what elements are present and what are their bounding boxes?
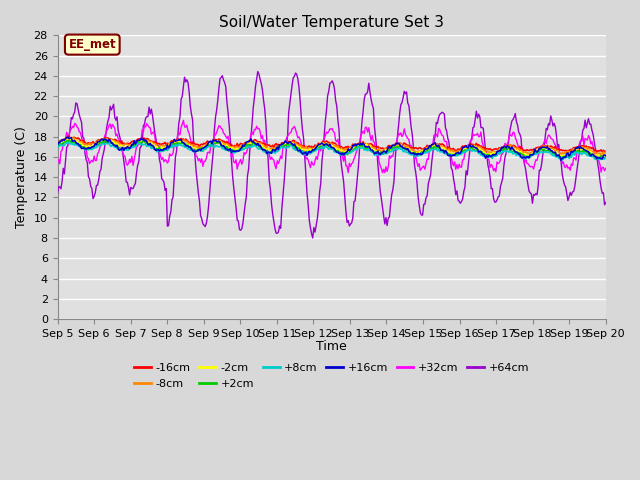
-16cm [225, 141, 233, 146]
-8cm [362, 143, 369, 148]
+64cm [309, 235, 317, 241]
Line: +2cm: +2cm [58, 140, 605, 158]
+64cm [459, 196, 467, 202]
+8cm [65, 139, 73, 145]
+16cm [286, 139, 294, 144]
Legend: -16cm, -8cm, -2cm, +2cm, +8cm, +16cm, +32cm, +64cm: -16cm, -8cm, -2cm, +2cm, +8cm, +16cm, +3… [130, 359, 533, 393]
-2cm [225, 144, 233, 150]
+8cm [362, 146, 369, 152]
-2cm [362, 142, 369, 148]
-2cm [67, 136, 74, 142]
-16cm [54, 140, 61, 146]
-8cm [458, 146, 465, 152]
+16cm [362, 144, 369, 150]
-2cm [597, 155, 605, 160]
Line: +16cm: +16cm [58, 137, 605, 160]
+8cm [458, 151, 465, 156]
Text: EE_met: EE_met [68, 38, 116, 51]
-2cm [458, 147, 465, 153]
-8cm [552, 147, 560, 153]
-8cm [602, 149, 609, 155]
+8cm [225, 148, 233, 154]
+16cm [602, 153, 609, 158]
-16cm [458, 145, 465, 151]
+32cm [389, 154, 397, 159]
Title: Soil/Water Temperature Set 3: Soil/Water Temperature Set 3 [219, 15, 444, 30]
+32cm [459, 157, 467, 163]
Line: -2cm: -2cm [58, 139, 605, 157]
-16cm [362, 141, 369, 146]
Line: -8cm: -8cm [58, 137, 605, 156]
-8cm [597, 153, 605, 158]
-8cm [388, 144, 396, 150]
+16cm [557, 157, 565, 163]
+2cm [225, 148, 233, 154]
+32cm [225, 144, 233, 149]
-16cm [552, 146, 560, 152]
-2cm [552, 149, 560, 155]
Line: +8cm: +8cm [58, 142, 605, 160]
+32cm [362, 124, 369, 130]
+8cm [388, 148, 396, 154]
X-axis label: Time: Time [316, 340, 347, 353]
Y-axis label: Temperature (C): Temperature (C) [15, 126, 28, 228]
+32cm [180, 118, 188, 123]
-16cm [598, 149, 606, 155]
+8cm [552, 154, 560, 160]
+2cm [602, 154, 609, 160]
+8cm [602, 154, 609, 160]
+64cm [389, 187, 397, 192]
-16cm [65, 133, 73, 139]
+8cm [286, 143, 294, 149]
-8cm [70, 134, 77, 140]
+32cm [554, 144, 561, 150]
+16cm [54, 142, 61, 148]
+2cm [388, 146, 396, 152]
+64cm [363, 91, 371, 97]
+16cm [388, 144, 396, 150]
+16cm [225, 147, 233, 153]
+64cm [54, 191, 61, 196]
+64cm [602, 200, 609, 205]
+32cm [54, 160, 61, 166]
+8cm [558, 157, 566, 163]
+64cm [554, 145, 561, 151]
+64cm [286, 100, 294, 106]
+2cm [286, 142, 294, 148]
+16cm [458, 148, 465, 154]
+2cm [593, 156, 600, 161]
-16cm [602, 149, 609, 155]
+64cm [254, 69, 262, 74]
+2cm [552, 153, 560, 158]
+2cm [458, 149, 465, 155]
Line: -16cm: -16cm [58, 136, 605, 152]
+32cm [286, 130, 294, 136]
+16cm [64, 134, 72, 140]
Line: +32cm: +32cm [58, 120, 605, 173]
-2cm [388, 144, 396, 150]
Line: +64cm: +64cm [58, 72, 605, 238]
+2cm [54, 144, 61, 150]
-2cm [286, 141, 294, 146]
-8cm [225, 143, 233, 149]
+16cm [552, 153, 560, 158]
+2cm [362, 145, 369, 151]
-16cm [286, 139, 294, 144]
-8cm [54, 142, 61, 147]
-2cm [54, 142, 61, 147]
+64cm [224, 109, 232, 115]
+32cm [379, 170, 387, 176]
-2cm [602, 152, 609, 157]
+32cm [602, 166, 609, 171]
+8cm [54, 143, 61, 149]
-8cm [286, 141, 294, 146]
+2cm [102, 137, 109, 143]
-16cm [388, 143, 396, 148]
